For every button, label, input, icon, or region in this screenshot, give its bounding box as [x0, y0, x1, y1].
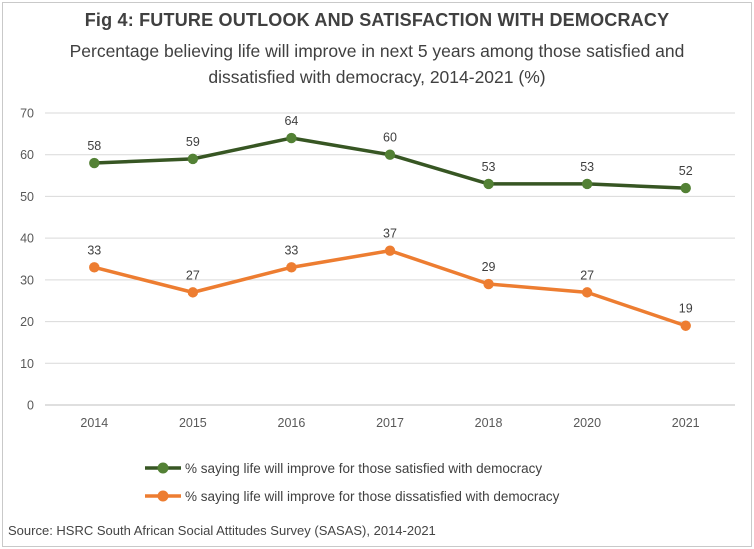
data-label: 19 — [679, 302, 693, 316]
data-label: 53 — [580, 160, 594, 174]
data-label: 27 — [580, 268, 594, 282]
data-point-marker — [187, 287, 199, 298]
data-label: 60 — [383, 131, 397, 145]
y-tick-label: 50 — [20, 190, 34, 204]
data-label: 53 — [482, 160, 496, 174]
data-label: 33 — [284, 243, 298, 257]
data-label: 64 — [284, 114, 298, 128]
data-point-marker — [286, 262, 297, 273]
data-point-marker — [384, 149, 396, 160]
legend-marker-icon — [145, 490, 181, 502]
data-point-marker — [483, 278, 494, 290]
x-tick-label: 2021 — [672, 416, 700, 430]
y-tick-label: 60 — [20, 148, 34, 162]
legend: % saying life will improve for those sat… — [144, 454, 559, 510]
series-line — [92, 248, 688, 328]
y-tick-label: 40 — [20, 232, 34, 246]
x-tick-label: 2017 — [376, 416, 404, 430]
x-tick-label: 2014 — [80, 416, 108, 430]
data-point-marker — [384, 245, 396, 256]
data-label: 33 — [87, 243, 101, 257]
source-note: Source: HSRC South African Social Attitu… — [8, 523, 436, 538]
data-point-marker — [680, 320, 691, 331]
y-tick-label: 10 — [20, 357, 34, 371]
data-point-marker — [581, 287, 593, 298]
data-label: 52 — [679, 164, 693, 178]
series-line — [92, 136, 688, 190]
legend-label: % saying life will improve for those dis… — [185, 488, 560, 504]
data-label: 27 — [186, 268, 200, 282]
data-label: 58 — [87, 139, 101, 153]
x-tick-label: 2015 — [179, 416, 207, 430]
data-label: 29 — [482, 260, 496, 274]
plot-area: 0 10 20 30 40 50 60 70 2014 2015 2016 2017 2018 2020 2… — [20, 107, 735, 430]
legend-item: % saying life will improve for those dis… — [144, 482, 559, 510]
legend-item: % saying life will improve for those sat… — [144, 454, 559, 482]
data-point-marker — [286, 132, 297, 144]
data-label: 59 — [186, 135, 200, 149]
data-point-marker — [89, 262, 100, 273]
chart-subtitle: Percentage believing life will improve i… — [69, 41, 685, 87]
data-point-marker — [581, 178, 593, 190]
data-point-marker — [680, 182, 691, 194]
x-tick-label: 2016 — [278, 416, 306, 430]
x-tick-label: 2018 — [475, 416, 503, 430]
y-tick-label: 70 — [20, 107, 34, 121]
y-tick-label: 0 — [27, 399, 34, 413]
legend-label: % saying life will improve for those sat… — [185, 460, 543, 476]
data-point-marker — [89, 157, 100, 169]
data-label: 37 — [383, 227, 397, 241]
y-tick-label: 20 — [20, 315, 34, 329]
chart-title: Fig 4: FUTURE OUTLOOK AND SATISFACTION W… — [84, 10, 670, 30]
legend-marker-icon — [145, 462, 181, 474]
data-point-marker — [187, 153, 199, 165]
x-tick-label: 2020 — [573, 416, 601, 430]
data-point-marker — [483, 178, 494, 190]
y-tick-label: 30 — [20, 273, 34, 287]
